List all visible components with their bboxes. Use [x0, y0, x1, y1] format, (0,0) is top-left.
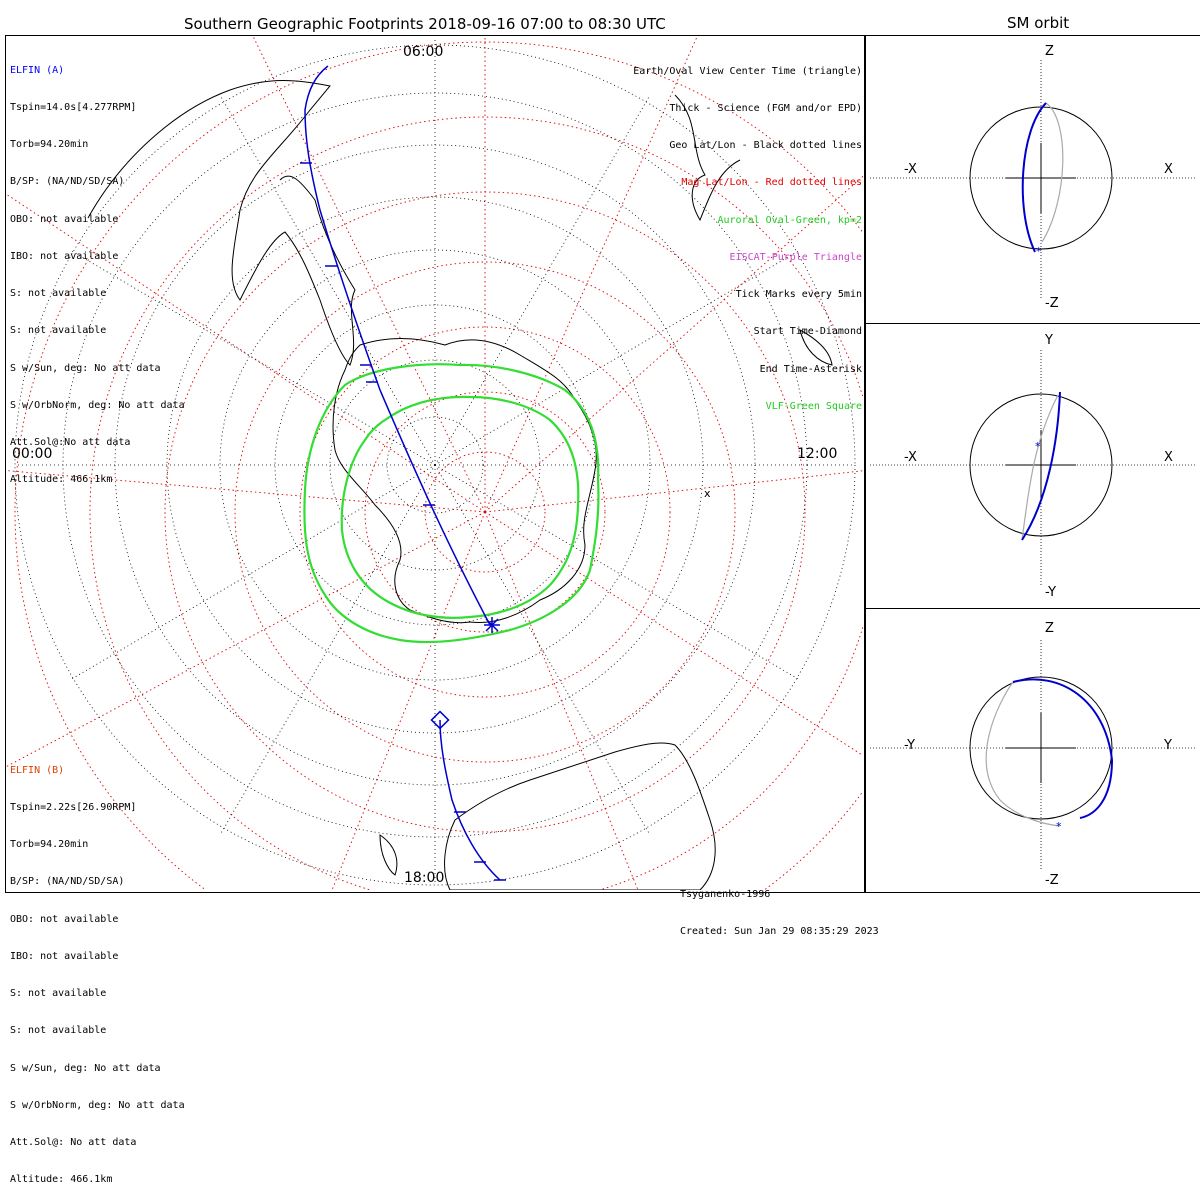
legend-item: Mag Lat/Lon - Red dotted lines: [681, 177, 862, 189]
mag-grid: [6, 36, 863, 890]
legend-item: End Time-Asterisk: [759, 363, 862, 375]
elfin-b-info: ELFIN (B) Tspin=2.22s[26.90RPM] Torb=94.…: [10, 740, 185, 1199]
elfin-a-line: S w/Sun, deg: No att data: [10, 362, 161, 374]
elfin-b-name: ELFIN (B): [10, 764, 65, 776]
orbit2-axis-bottom: -Y: [1045, 585, 1057, 600]
orbit1-axis-bottom: -Z: [1045, 296, 1059, 311]
elfin-b-line: IBO: not available: [10, 950, 119, 962]
orbit-plot-xz: *: [870, 60, 1197, 300]
orbit1-axis-right: X: [1164, 162, 1173, 177]
elfin-a-info: ELFIN (A) Tspin=14.0s[4.277RPM] Torb=94.…: [10, 40, 185, 499]
created-timestamp: Created: Sun Jan 29 08:35:29 2023: [680, 926, 879, 938]
time-label-top: 06:00: [403, 44, 444, 60]
legend-item: Start Time-Diamond: [753, 326, 862, 338]
auroral-oval-inner: [340, 395, 580, 619]
elfin-b-line: Att.Sol@: No att data: [10, 1137, 137, 1148]
geo-grid: [14, 40, 856, 886]
svg-text:*: *: [1056, 820, 1062, 833]
orbit3-axis-right: Y: [1164, 738, 1172, 753]
australia-coast: [444, 742, 716, 890]
orbit1-axis-left: -X: [904, 162, 917, 177]
orbit-panel-xy: [865, 323, 1200, 609]
legend-item: Earth/Oval View Center Time (triangle): [633, 65, 862, 77]
elfin-b-line: S w/Sun, deg: No att data: [10, 1062, 161, 1074]
orbit3-axis-left: -Y: [904, 738, 916, 753]
elfin-a-name: ELFIN (A): [10, 64, 65, 76]
orbit1-axis-top: Z: [1045, 44, 1054, 59]
time-label-left: 00:00: [12, 446, 53, 462]
elfin-b-line: Tspin=2.22s[26.90RPM]: [10, 802, 137, 814]
orbit2-axis-right: X: [1164, 450, 1173, 465]
legend-item: VLF-Green Square: [765, 400, 862, 412]
antarctica-coast: [332, 338, 597, 624]
legend-item: Geo Lat/Lon - Black dotted lines: [669, 140, 862, 152]
credits: Tsyganenko-1996 Created: Sun Jan 29 08:3…: [680, 864, 879, 951]
elfin-a-track: [300, 65, 500, 633]
plot-graphics: x * * *: [6, 36, 1197, 890]
legend-item: Thick - Science (FGM and/or EPD): [669, 103, 862, 115]
elfin-b-line: OBO: not available: [10, 913, 119, 925]
elfin-b-line: S w/OrbNorm, deg: No att data: [10, 1099, 185, 1111]
elfin-a-line: Altitude: 466.1km: [10, 474, 113, 486]
elfin-b-line: S: not available: [10, 988, 107, 1000]
elfin-b-track: [430, 710, 506, 881]
model-name: Tsyganenko-1996: [680, 888, 771, 900]
legend-item: Auroral Oval-Green, kp=2: [717, 214, 863, 226]
elfin-a-line: IBO: not available: [10, 250, 119, 262]
elfin-a-line: B/SP: (NA/ND/SD/SA): [10, 176, 125, 188]
svg-text:*: *: [1035, 440, 1041, 453]
time-label-right: 12:00: [797, 446, 838, 462]
elfin-b-line: Altitude: 466.1km: [10, 1174, 113, 1186]
africa-coast: [674, 94, 741, 222]
elfin-a-line: Torb=94.20min: [10, 139, 89, 151]
elfin-a-line: S w/OrbNorm, deg: No att data: [10, 399, 185, 411]
south-america-coast: [87, 80, 356, 366]
elfin-b-line: S: not available: [10, 1025, 107, 1037]
svg-text:x: x: [704, 487, 711, 500]
elfin-b-line: Torb=94.20min: [10, 839, 89, 851]
new-zealand-coast: [379, 834, 398, 876]
legend-item: EISCAT-Purple Triangle: [729, 251, 862, 263]
elfin-b-line: B/SP: (NA/ND/SD/SA): [10, 876, 125, 888]
elfin-a-line: S: not available: [10, 288, 107, 300]
side-title: SM orbit: [1007, 14, 1070, 32]
svg-text:*: *: [1036, 245, 1042, 258]
elfin-a-line: Att.Sol@:No att data: [10, 437, 131, 448]
time-label-bottom: 18:00: [404, 870, 445, 886]
legend: Earth/Oval View Center Time (triangle) T…: [633, 41, 862, 426]
orbit2-axis-left: -X: [904, 450, 917, 465]
orbit3-axis-top: Z: [1045, 621, 1054, 636]
auroral-oval-outer: [303, 363, 600, 644]
elfin-a-line: OBO: not available: [10, 213, 119, 225]
elfin-a-line: S: not available: [10, 325, 107, 337]
orbit-panel-yz: [865, 608, 1200, 893]
elfin-a-line: Tspin=14.0s[4.277RPM]: [10, 102, 137, 114]
orbit-plot-yz: *: [870, 640, 1197, 870]
island-east: [799, 329, 833, 366]
orbit-plot-xy: *: [870, 350, 1197, 585]
legend-item: Tick Marks every 5min: [735, 289, 862, 301]
main-title: Southern Geographic Footprints 2018-09-1…: [184, 15, 666, 33]
orbit3-axis-bottom: -Z: [1045, 873, 1059, 888]
coastlines: [87, 80, 833, 890]
orbit2-axis-top: Y: [1045, 333, 1053, 348]
